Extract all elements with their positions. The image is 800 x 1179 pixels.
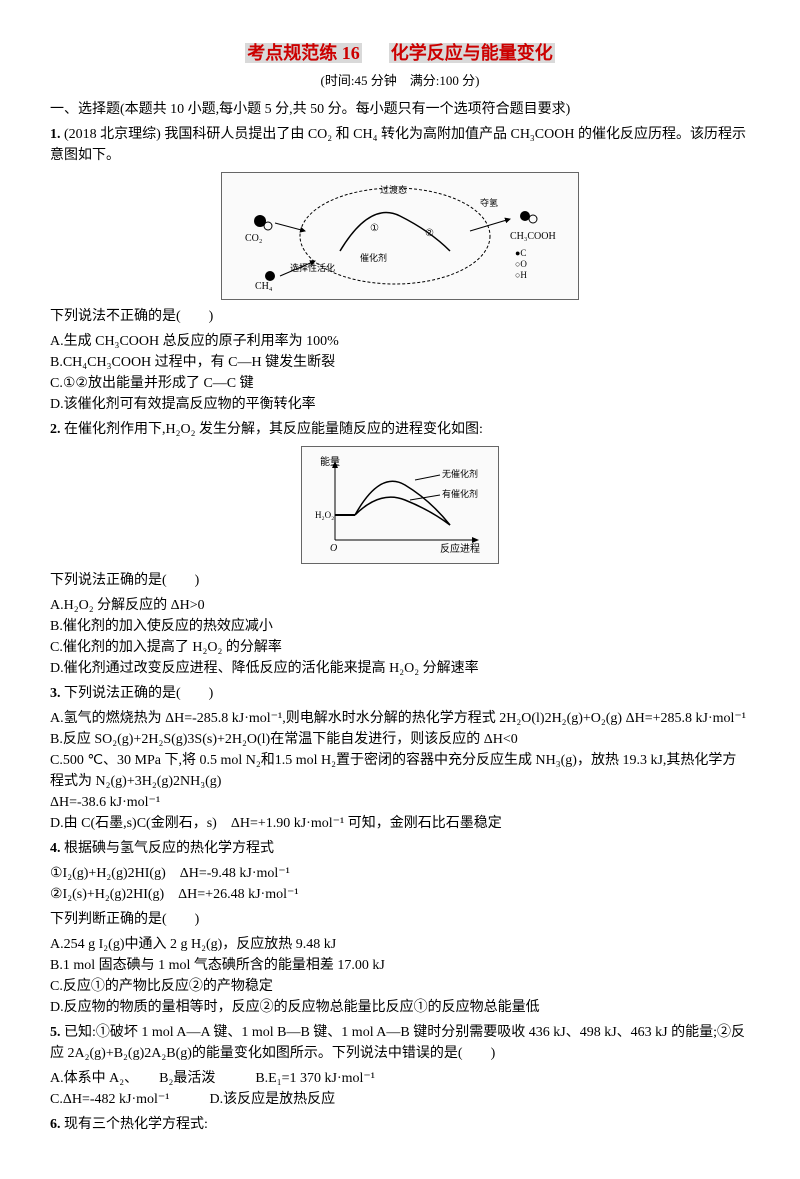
q4-prompt: 下列判断正确的是( ) <box>50 909 750 930</box>
q4-eq1: ①I₂(g)+H₂(g)2HI(g) ΔH=-9.48 kJ·mol⁻¹ <box>50 863 750 884</box>
q2-stem: 在催化剂作用下,H₂O₂ 发生分解，其反应能量随反应的进程变化如图: <box>64 422 483 437</box>
q2-option-b: B.催化剂的加入使反应的热效应减小 <box>50 616 750 637</box>
q3-option-a: A.氢气的燃烧热为 ΔH=-285.8 kJ·mol⁻¹,则电解水时水分解的热化… <box>50 708 750 729</box>
svg-text:○O: ○O <box>515 259 527 269</box>
q6-number: 6. <box>50 1117 61 1132</box>
q1-option-a: A.生成 CH₃COOH 总反应的原子利用率为 100% <box>50 331 750 352</box>
q3-option-d: D.由 C(石墨,s)C(金刚石，s) ΔH=+1.90 kJ·mol⁻¹ 可知… <box>50 813 750 834</box>
q4-option-a: A.254 g I₂(g)中通入 2 g H₂(g)，反应放热 9.48 kJ <box>50 934 750 955</box>
q4-option-b: B.1 mol 固态碘与 1 mol 气态碘所含的能量相差 17.00 kJ <box>50 955 750 976</box>
q2-figure: 能量 反应进程 H₂O₂ 无催化剂 有催化剂 O <box>50 446 750 564</box>
svg-text:●C: ●C <box>515 248 526 258</box>
q1-option-b: B.CH₄CH₃COOH 过程中，有 C—H 键发生断裂 <box>50 352 750 373</box>
q5-options-row1: A.体系中 A₂、 B₂最活泼 B.E₁=1 370 kJ·mol⁻¹ <box>50 1068 750 1089</box>
svg-text:O: O <box>330 543 337 554</box>
q2-option-d: D.催化剂通过改变反应进程、降低反应的活化能来提高 H₂O₂ 分解速率 <box>50 658 750 679</box>
q1-figure: CO₂ CH₄ 选择性活化 催化剂 过渡态 ① ② 夺氢 CH₃COOH ●C … <box>50 172 750 300</box>
svg-text:②: ② <box>425 228 434 239</box>
q3-option-c-line1: C.500 ℃、30 MPa 下,将 0.5 mol N₂和1.5 mol H₂… <box>50 750 750 792</box>
svg-text:CH₃COOH: CH₃COOH <box>510 231 556 242</box>
q1-prompt: 下列说法不正确的是( ) <box>50 306 750 327</box>
q4-option-d: D.反应物的物质的量相等时，反应②的反应物总能量比反应①的反应物总能量低 <box>50 997 750 1018</box>
q2-prompt: 下列说法正确的是( ) <box>50 570 750 591</box>
q4-option-c: C.反应①的产物比反应②的产物稳定 <box>50 976 750 997</box>
q1-label-co2: CO₂ <box>245 233 262 244</box>
q3-option-c-line2: ΔH=-38.6 kJ·mol⁻¹ <box>50 792 750 813</box>
svg-text:CH₄: CH₄ <box>255 281 273 291</box>
q5-option-a: A.体系中 A₂、 B₂最活泼 <box>50 1068 215 1089</box>
q1-option-d: D.该催化剂可有效提高反应物的平衡转化率 <box>50 394 750 415</box>
question-5: 5. 已知:①破坏 1 mol A—A 键、1 mol B—B 键、1 mol … <box>50 1022 750 1064</box>
title-prefix: 考点规范练 16 <box>245 43 362 63</box>
question-2: 2. 在催化剂作用下,H₂O₂ 发生分解，其反应能量随反应的进程变化如图: <box>50 419 750 440</box>
svg-text:夺氢: 夺氢 <box>480 197 498 208</box>
q1-stem: (2018 北京理综) 我国科研人员提出了由 CO₂ 和 CH₄ 转化为高附加值… <box>50 127 746 163</box>
svg-text:○H: ○H <box>515 270 527 280</box>
q2-number: 2. <box>50 422 61 437</box>
q5-stem: 已知:①破坏 1 mol A—A 键、1 mol B—B 键、1 mol A—B… <box>50 1025 745 1061</box>
section-1-header: 一、选择题(本题共 10 小题,每小题 5 分,共 50 分。每小题只有一个选项… <box>50 99 750 120</box>
q3-stem: 下列说法正确的是( ) <box>64 686 213 701</box>
q1-option-c: C.①②放出能量并形成了 C—C 键 <box>50 373 750 394</box>
svg-text:有催化剂: 有催化剂 <box>442 488 478 499</box>
q5-option-b: B.E₁=1 370 kJ·mol⁻¹ <box>255 1068 375 1089</box>
q6-stem: 现有三个热化学方程式: <box>64 1117 208 1132</box>
svg-text:无催化剂: 无催化剂 <box>442 468 478 479</box>
q4-eq2: ②I₂(s)+H₂(g)2HI(g) ΔH=+26.48 kJ·mol⁻¹ <box>50 884 750 905</box>
q2-option-c: C.催化剂的加入提高了 H₂O₂ 的分解率 <box>50 637 750 658</box>
question-4: 4. 根据碘与氢气反应的热化学方程式 <box>50 838 750 859</box>
question-3: 3. 下列说法正确的是( ) <box>50 683 750 704</box>
q3-option-b: B.反应 SO₂(g)+2H₂S(g)3S(s)+2H₂O(l)在常温下能自发进… <box>50 729 750 750</box>
q2-option-a: A.H₂O₂ 分解反应的 ΔH>0 <box>50 595 750 616</box>
q5-options-row2: C.ΔH=-482 kJ·mol⁻¹ D.该反应是放热反应 <box>50 1089 750 1110</box>
svg-text:能量: 能量 <box>320 455 340 468</box>
svg-text:反应进程: 反应进程 <box>440 542 480 555</box>
q5-option-d: D.该反应是放热反应 <box>210 1089 336 1110</box>
q4-stem: 根据碘与氢气反应的热化学方程式 <box>64 841 274 856</box>
q1-diagram-svg: CO₂ CH₄ 选择性活化 催化剂 过渡态 ① ② 夺氢 CH₃COOH ●C … <box>230 181 570 291</box>
svg-text:H₂O₂: H₂O₂ <box>315 510 334 520</box>
svg-text:选择性活化: 选择性活化 <box>290 262 335 273</box>
q2-energy-diagram: 能量 反应进程 H₂O₂ 无催化剂 有催化剂 O <box>310 455 490 555</box>
question-1: 1. (2018 北京理综) 我国科研人员提出了由 CO₂ 和 CH₄ 转化为高… <box>50 124 750 166</box>
svg-text:①: ① <box>370 223 379 234</box>
question-6: 6. 现有三个热化学方程式: <box>50 1114 750 1135</box>
q5-option-c: C.ΔH=-482 kJ·mol⁻¹ <box>50 1089 170 1110</box>
q5-number: 5. <box>50 1025 61 1040</box>
svg-text:催化剂: 催化剂 <box>360 252 387 263</box>
q3-number: 3. <box>50 686 61 701</box>
q1-number: 1. <box>50 127 61 142</box>
title-topic: 化学反应与能量变化 <box>389 43 555 63</box>
q4-number: 4. <box>50 841 61 856</box>
title-main <box>366 43 384 63</box>
time-score-info: (时间:45 分钟 满分:100 分) <box>50 71 750 91</box>
svg-text:过渡态: 过渡态 <box>380 184 407 195</box>
